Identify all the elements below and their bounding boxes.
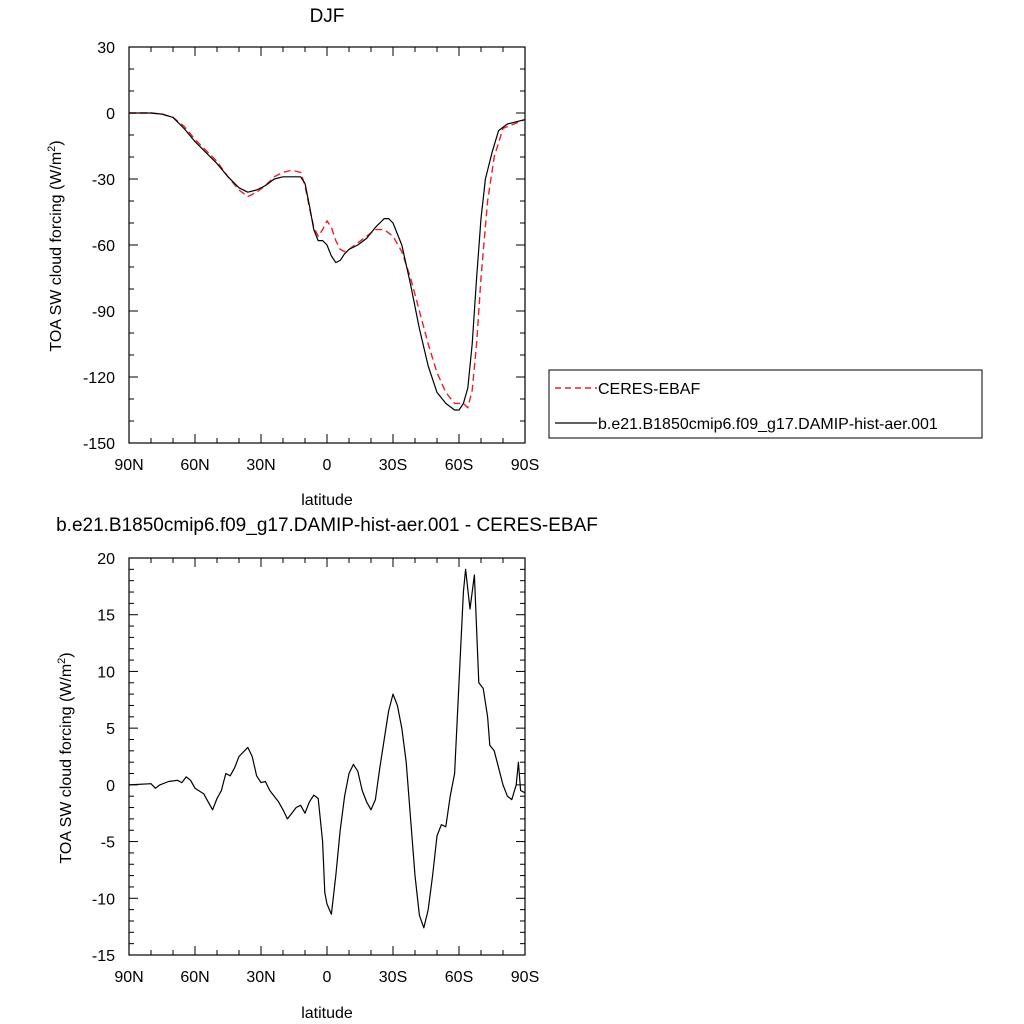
legend-label-model: b.e21.B1850cmip6.f09_g17.DAMIP-hist-aer.…	[598, 416, 938, 433]
chart-1-ylabel: TOA SW cloud forcing (W/m2)	[46, 140, 65, 351]
x-tick-label: 90S	[511, 969, 539, 986]
x-tick-label: 60S	[445, 969, 473, 986]
x-tick-label: 90S	[511, 457, 539, 474]
y-tick-label: -10	[92, 891, 115, 908]
y-tick-label: 10	[97, 664, 115, 681]
y-tick-label: -120	[83, 370, 115, 387]
y-tick-label: 20	[97, 551, 115, 568]
x-tick-label: 90N	[114, 457, 143, 474]
chart-1-series	[129, 112, 526, 411]
y-tick-label: -5	[101, 835, 115, 852]
chart-2-axes: 90N 60N 30N 0 30S 60S 90S 20 15 10 5 0 -5 -10 -15	[92, 551, 539, 986]
chart-2-title: b.e21.B1850cmip6.f09_g17.DAMIP-hist-aer.…	[56, 515, 598, 536]
y-tick-label: 15	[97, 608, 115, 625]
chart-1-axes: 90N 60N 30N 0 30S 60S 90S 30 0 -30 -60 -90 -120 -150	[83, 40, 539, 474]
series-line-0	[128, 568, 526, 929]
plot-frame	[128, 557, 526, 956]
y-tick-label: -30	[92, 172, 115, 189]
chart-2-series	[128, 568, 526, 929]
y-tick-label: -90	[92, 304, 115, 321]
x-tick-label: 30S	[379, 969, 407, 986]
y-tick-label: 0	[106, 778, 115, 795]
x-tick-label: 30N	[246, 457, 275, 474]
chart-1-xlabel: latitude	[301, 492, 353, 509]
chart-2: b.e21.B1850cmip6.f09_g17.DAMIP-hist-aer.…	[56, 515, 598, 1022]
y-tick-label: -60	[92, 238, 115, 255]
x-tick-label: 60N	[180, 969, 209, 986]
y-tick-label: -150	[83, 436, 115, 453]
y-tick-label: 30	[97, 40, 115, 57]
chart-2-xlabel: latitude	[301, 1005, 353, 1022]
x-tick-label: 60N	[180, 457, 209, 474]
chart-1: DJF 90N 60N 30N 0 30S 60S 90S 30 0 -30 -60 -90 -120 -…	[46, 6, 983, 509]
x-tick-label: 30N	[246, 969, 275, 986]
y-tick-label: 0	[106, 106, 115, 123]
legend-label-ceres: CERES-EBAF	[598, 381, 700, 398]
x-tick-label: 0	[323, 457, 332, 474]
x-tick-label: 30S	[379, 457, 407, 474]
series-line-1	[129, 112, 526, 411]
x-tick-label: 0	[323, 969, 332, 986]
chart-1-legend: CERES-EBAF b.e21.B1850cmip6.f09_g17.DAMI…	[548, 369, 983, 439]
chart-2-ylabel: TOA SW cloud forcing (W/m2)	[56, 652, 75, 863]
legend-box	[548, 369, 983, 439]
x-tick-label: 90N	[114, 969, 143, 986]
y-tick-label: 5	[106, 721, 115, 738]
chart-1-title: DJF	[310, 6, 345, 27]
x-tick-label: 60S	[445, 457, 473, 474]
y-tick-label: -15	[92, 948, 115, 965]
series-line-0	[129, 112, 526, 409]
